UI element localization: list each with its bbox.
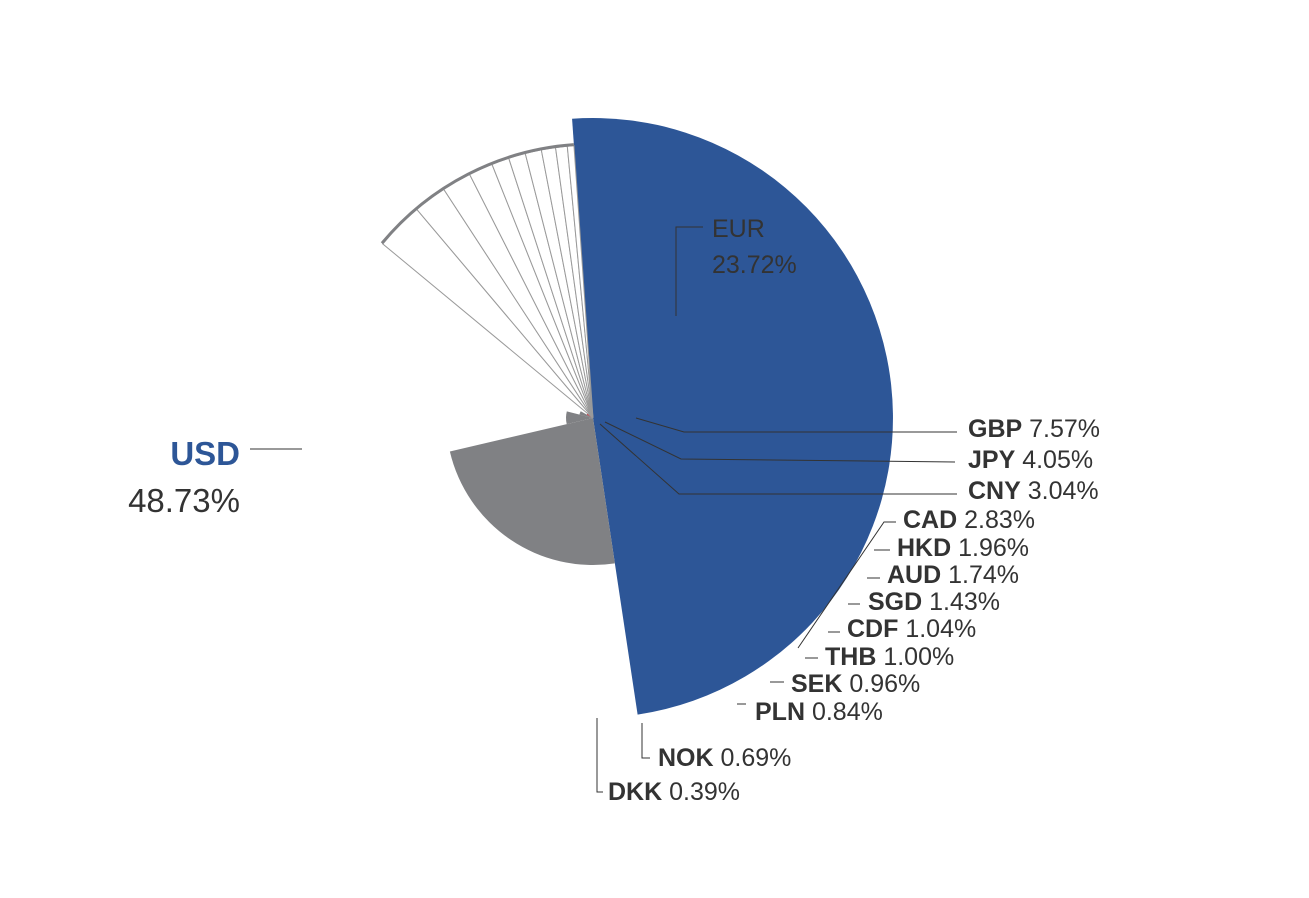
- slice-usd: [572, 118, 893, 715]
- label-aud: AUD 1.74%: [887, 561, 1019, 589]
- label-hkd-value: 1.96%: [951, 534, 1029, 562]
- leader-cny: [599, 423, 957, 495]
- label-cny-code: CNY: [968, 477, 1021, 505]
- label-gbp: GBP 7.57%: [968, 415, 1100, 443]
- label-dkk-value: 0.39%: [662, 778, 740, 806]
- label-dkk: DKK 0.39%: [608, 778, 740, 806]
- leader-dkk: [596, 718, 603, 793]
- label-gbp-code: GBP: [968, 415, 1022, 443]
- label-jpy-code: JPY: [968, 446, 1016, 474]
- label-cdf-value: 1.04%: [898, 615, 976, 643]
- label-cny-value: 3.04%: [1021, 477, 1099, 505]
- label-hkd: HKD 1.96%: [897, 534, 1029, 562]
- label-cny: CNY 3.04%: [968, 477, 1099, 505]
- label-usd-code: USD: [170, 435, 240, 472]
- pie-slices: [380, 118, 893, 715]
- slice-gbp: [565, 411, 593, 425]
- leader-gbp: [635, 417, 957, 433]
- label-thb-code: THB: [825, 643, 876, 671]
- label-cdf-code: CDF: [847, 615, 898, 643]
- label-sek-code: SEK: [791, 670, 842, 698]
- label-sek-value: 0.96%: [842, 670, 920, 698]
- slice-eur: [449, 418, 615, 565]
- label-nok-code: NOK: [658, 744, 714, 772]
- label-nok: NOK 0.69%: [658, 744, 791, 772]
- leader-eur: [675, 226, 703, 316]
- label-pln-code: PLN: [755, 698, 805, 726]
- label-nok-value: 0.69%: [714, 744, 792, 772]
- leader-jpy: [604, 421, 956, 463]
- label-cad-value: 2.83%: [957, 506, 1035, 534]
- leader-lines: [250, 226, 957, 793]
- label-aud-value: 1.74%: [941, 561, 1019, 589]
- label-thb: THB 1.00%: [825, 643, 954, 671]
- label-sgd-value: 1.43%: [922, 588, 1000, 616]
- label-jpy: JPY 4.05%: [968, 446, 1093, 474]
- leader-cad: [797, 521, 896, 649]
- label-sgd: SGD 1.43%: [868, 588, 1000, 616]
- label-hkd-code: HKD: [897, 534, 951, 562]
- label-pln-value: 0.84%: [805, 698, 883, 726]
- label-cad: CAD 2.83%: [903, 506, 1035, 534]
- label-sgd-code: SGD: [868, 588, 922, 616]
- label-dkk-code: DKK: [608, 778, 662, 806]
- label-jpy-value: 4.05%: [1015, 446, 1093, 474]
- label-pln: PLN 0.84%: [755, 698, 883, 726]
- label-gbp-value: 7.57%: [1022, 415, 1100, 443]
- label-cdf: CDF 1.04%: [847, 615, 976, 643]
- label-eur-code: EUR: [712, 215, 765, 243]
- small-slices-rim: [380, 143, 574, 245]
- label-cad-code: CAD: [903, 506, 957, 534]
- label-thb-value: 1.00%: [876, 643, 954, 671]
- label-eur-value: 23.72%: [712, 251, 797, 279]
- label-aud-code: AUD: [887, 561, 941, 589]
- leader-nok: [641, 723, 650, 759]
- label-usd-value: 48.73%: [128, 482, 240, 519]
- slice-jpy: [579, 411, 593, 418]
- label-sek: SEK 0.96%: [791, 670, 920, 698]
